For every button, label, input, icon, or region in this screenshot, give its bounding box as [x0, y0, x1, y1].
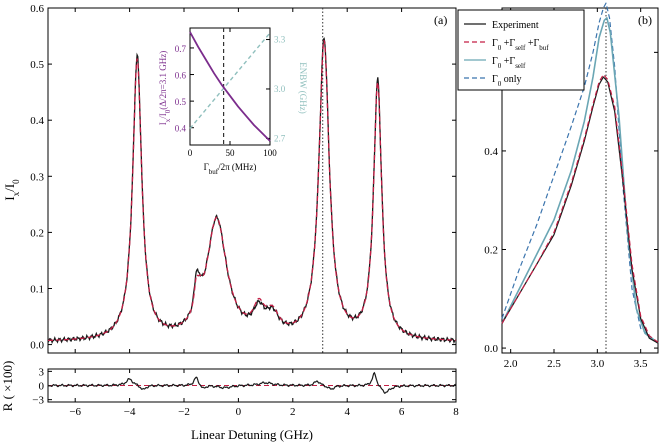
- x-tick-label: 2: [290, 406, 296, 418]
- y-tick-label: 0.6: [175, 71, 187, 81]
- x-tick-label: 6: [399, 406, 405, 418]
- inset-right-tick-label: 3.0: [274, 84, 286, 94]
- inset-intensity-line: [189, 31, 271, 142]
- inset-frame: [189, 27, 271, 146]
- inset-plot: 0 50 100 0.4 0.5 0.6 0.7 2.7 3.0 3.3 Γbuf/2π (MHz…: [158, 27, 308, 176]
- y-tick-label: 0.4: [30, 115, 44, 127]
- legend-label-experiment: Experiment: [492, 20, 539, 31]
- panel-b-series-line: [501, 73, 659, 343]
- x-tick-label: 3.5: [634, 358, 648, 370]
- panel-b-plot: 2.02.53.03.50.00.20.40.6 (b) Experiment …: [457, 2, 659, 370]
- panel-b-frame: [501, 7, 659, 354]
- residual-line: [47, 371, 457, 394]
- x-tick-label: 2.0: [504, 358, 518, 370]
- legend-box: [457, 9, 585, 91]
- y-tick-label: 0.0: [30, 340, 44, 352]
- x-tick-label: 4: [344, 406, 350, 418]
- x-tick-label: −2: [178, 406, 190, 418]
- y-tick-label: 0.6: [30, 3, 44, 15]
- panel-a-main-plot: 0.0 0.1 0.2 0.3 0.4 0.5 0.6 (a) Ix/I0: [2, 3, 457, 354]
- y-tick-label: 0.4: [484, 146, 498, 158]
- inset-ylabel-left: Ix/I0(Δ/2π=3.1 GHz): [158, 51, 172, 125]
- x-tick-label: 50: [226, 148, 236, 158]
- inset-right-tick-label: 2.7: [274, 133, 286, 143]
- residual-ylabel: R ( ×100): [0, 361, 15, 412]
- inset-ylabel-right: ENBW (GHz): [298, 62, 308, 114]
- legend-label-full-model: Γ0 +Γself +Γbuf: [492, 38, 549, 52]
- y-tick-label: 0.7: [175, 44, 187, 54]
- y-tick-label: 0.0: [484, 343, 498, 355]
- y-tick-label: 3: [39, 366, 45, 378]
- y-tick-label: 0.1: [30, 283, 44, 295]
- y-tick-label: −3: [32, 395, 44, 407]
- y-tick-label: 0.2: [30, 227, 44, 239]
- panel-a-residual-plot: −6 −4 −2 0 2 4 6 8 3 0 −3 R ( ×100) Linear Detunin…: [0, 361, 459, 442]
- x-tick-label: −6: [69, 406, 81, 418]
- panel-a-ylabel: Ix/I0: [2, 179, 21, 201]
- y-tick-label: 0.3: [30, 171, 44, 183]
- y-tick-label: 0.5: [30, 59, 44, 71]
- panel-b-legend: Experiment Γ0 +Γself +Γbuf Γ0 +Γself Γ0 …: [457, 9, 585, 91]
- panel-a-label: (a): [434, 13, 447, 27]
- x-tick-label: 0: [236, 406, 242, 418]
- panel-b-series-line: [501, 76, 659, 344]
- inset-right-tick-label: 3.3: [274, 35, 286, 45]
- inset-xlabel: Γbuf/2π (MHz): [204, 162, 257, 176]
- residual-xlabel: Linear Detuning (GHz): [191, 427, 313, 442]
- x-tick-label: 100: [263, 148, 277, 158]
- x-tick-label: 3.0: [590, 358, 604, 370]
- y-tick-label: 0.2: [484, 245, 498, 257]
- panel-a-frame: [47, 7, 457, 354]
- y-tick-label: 0: [39, 381, 45, 393]
- panel-a-model-line: [48, 40, 456, 342]
- x-tick-label: 2.5: [547, 358, 561, 370]
- x-tick-label: 0: [188, 148, 193, 158]
- panel-b-label: (b): [638, 13, 652, 27]
- x-tick-label: 8: [453, 406, 459, 418]
- y-tick-label: 0.4: [175, 124, 187, 134]
- y-tick-label: 0.5: [175, 97, 187, 107]
- x-tick-label: −4: [124, 406, 136, 418]
